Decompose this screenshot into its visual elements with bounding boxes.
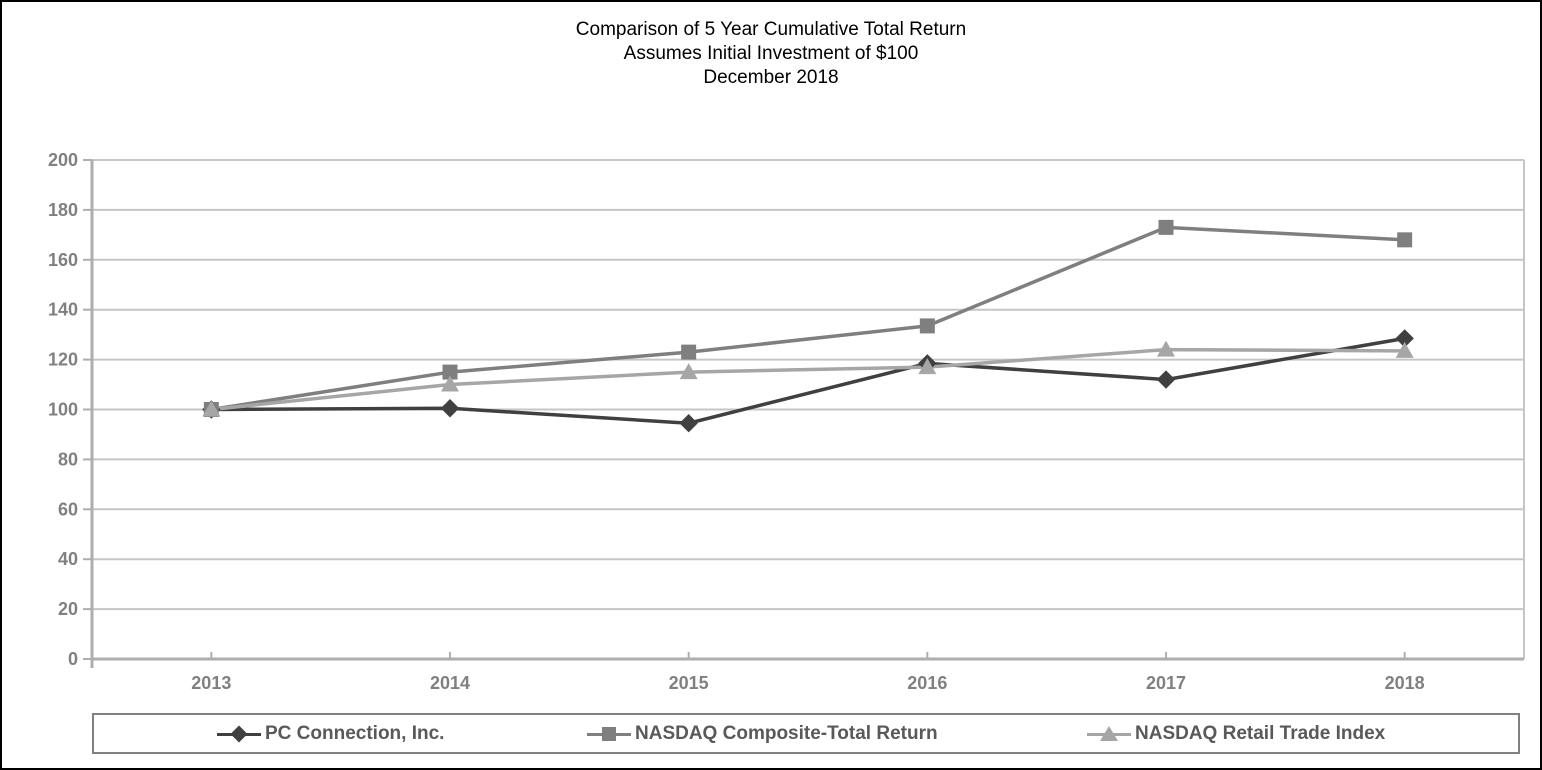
title-line-2: Assumes Initial Investment of $100: [623, 43, 919, 64]
svg-text:180: 180: [48, 200, 78, 220]
diamond-marker-icon: [217, 725, 261, 743]
svg-text:0: 0: [68, 649, 78, 669]
triangle-marker-icon: [1087, 725, 1131, 743]
legend-label-nasdaq-retail: NASDAQ Retail Trade Index: [1135, 722, 1386, 744]
svg-text:140: 140: [48, 300, 78, 320]
svg-text:2016: 2016: [907, 673, 947, 693]
svg-text:2014: 2014: [430, 673, 470, 693]
svg-text:200: 200: [48, 150, 78, 170]
legend-label-nasdaq-composite: NASDAQ Composite-Total Return: [635, 722, 938, 744]
svg-text:80: 80: [58, 449, 78, 469]
svg-text:40: 40: [58, 549, 78, 569]
svg-text:60: 60: [58, 499, 78, 519]
svg-text:100: 100: [48, 400, 78, 420]
square-marker-icon: [587, 725, 631, 743]
svg-text:20: 20: [58, 599, 78, 619]
svg-text:160: 160: [48, 250, 78, 270]
legend-item-nasdaq-composite: NASDAQ Composite-Total Return: [587, 715, 938, 752]
svg-text:2018: 2018: [1385, 673, 1425, 693]
svg-text:120: 120: [48, 350, 78, 370]
svg-text:2013: 2013: [191, 673, 231, 693]
svg-text:2017: 2017: [1146, 673, 1186, 693]
legend-item-nasdaq-retail: NASDAQ Retail Trade Index: [1087, 715, 1385, 752]
legend-label-pc-connection: PC Connection, Inc.: [265, 722, 445, 744]
chart-legend: PC Connection, Inc. NASDAQ Composite-Tot…: [92, 713, 1520, 754]
svg-text:2015: 2015: [669, 673, 709, 693]
title-line-1: Comparison of 5 Year Cumulative Total Re…: [575, 19, 967, 40]
legend-item-pc-connection: PC Connection, Inc.: [217, 715, 444, 752]
title-line-3: December 2018: [703, 67, 839, 88]
chart-title: Comparison of 5 Year Cumulative Total Re…: [2, 18, 1540, 90]
